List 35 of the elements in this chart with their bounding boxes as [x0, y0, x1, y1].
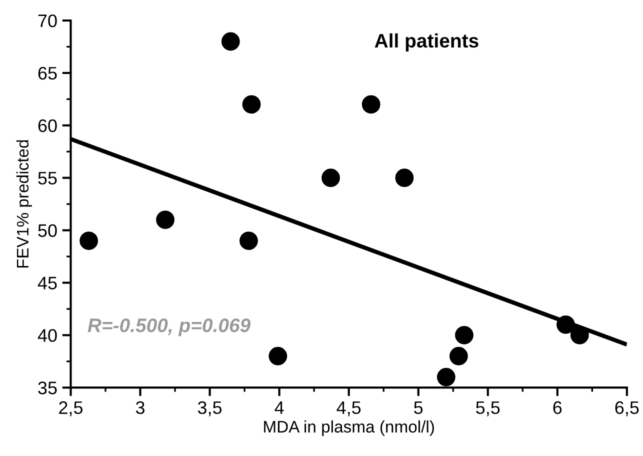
x-tick-label: 4,5: [336, 401, 361, 416]
point: [556, 315, 575, 334]
y-tick-label: 65: [38, 66, 57, 80]
x-tick-label: 3: [136, 401, 144, 414]
x-tick-label: 4: [274, 401, 284, 414]
point: [362, 95, 380, 114]
y-axis-title: FEV1% predicted: [16, 140, 32, 268]
point: [80, 232, 98, 250]
y-tick-label: 40: [38, 329, 57, 342]
point: [156, 210, 174, 229]
x-axis-title: MDA in plasma (nmol/l): [264, 420, 434, 436]
x-tick-label: 3,5: [198, 401, 222, 416]
point: [455, 326, 474, 344]
text: All patients: [374, 33, 478, 52]
annotation: R=-0.500, p=0.069: [88, 318, 251, 336]
point: [240, 232, 258, 250]
x-tick-label: 5,5: [476, 401, 500, 416]
y-tick-label: 55: [38, 172, 57, 185]
y-tick-label: 35: [38, 382, 57, 394]
point: [570, 326, 589, 344]
point: [322, 168, 340, 188]
y-tick-label: 50: [38, 224, 57, 237]
y-tick-label: 70: [38, 14, 57, 28]
point: [395, 168, 414, 188]
x-tick-label: 5: [414, 401, 423, 414]
x-tick-label: 2,5: [59, 401, 83, 416]
y-tick-label: 60: [38, 119, 57, 132]
y-tick-label: 45: [38, 276, 57, 290]
point: [242, 95, 261, 114]
point: [268, 346, 288, 366]
x-tick-label: 6: [553, 401, 562, 414]
x-tick-label: 6,5: [615, 401, 639, 416]
point: [221, 32, 240, 51]
point: [449, 346, 468, 366]
point: [436, 368, 456, 386]
